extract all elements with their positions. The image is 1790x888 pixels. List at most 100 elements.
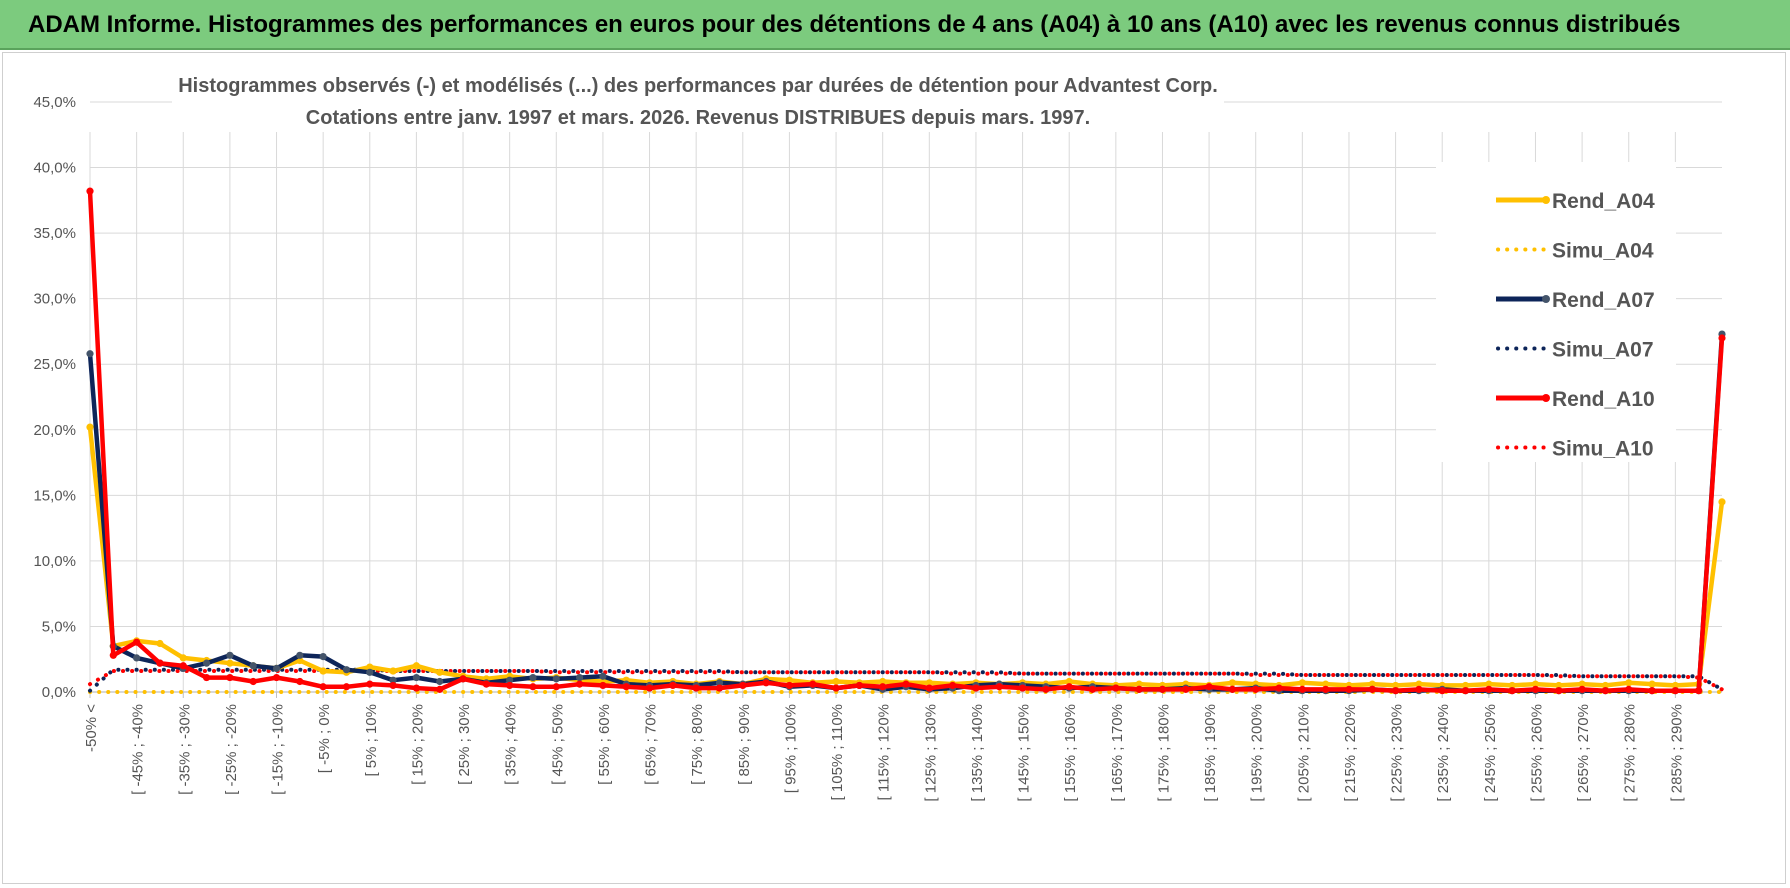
data-point-rend-a10 [412, 684, 420, 692]
data-point-rend-a10 [879, 683, 887, 691]
x-tick-label: [ 275% ; 280% [1622, 704, 1639, 802]
data-point-rend-a10 [785, 681, 794, 690]
data-point-rend-a10 [1135, 685, 1143, 693]
y-tick-label: 0,0% [42, 684, 76, 701]
data-point-rend-a10 [389, 681, 397, 690]
data-point-rend-a10 [832, 684, 840, 692]
data-point-rend-a10 [1461, 687, 1470, 695]
data-point-rend-a10 [1671, 687, 1679, 695]
x-tick-label: [ 35% ; 40% [503, 704, 520, 785]
x-tick-label: [ 65% ; 70% [643, 704, 660, 785]
y-tick-label: 30,0% [33, 291, 76, 308]
data-point-rend-a10 [1112, 684, 1120, 692]
series-line-simu-a10 [88, 669, 1724, 692]
x-tick-label: [ 95% ; 100% [782, 704, 799, 793]
data-point-rend-a10 [1415, 685, 1423, 693]
legend-label-rend-a10: Rend_A10 [1552, 388, 1655, 411]
data-point-rend-a04 [879, 677, 887, 686]
x-tick-label: [ 285% ; 290% [1668, 704, 1685, 802]
data-point-rend-a07 [599, 672, 607, 680]
data-point-rend-a04 [1648, 680, 1656, 688]
data-point-rend-a10 [1065, 683, 1073, 691]
y-tick-label: 5,0% [42, 618, 76, 635]
x-tick-label: [ 195% ; 200% [1249, 704, 1266, 802]
chart-title-line-1: Histogrammes observés (-) et modélisés (… [178, 75, 1218, 97]
data-point-rend-a10 [925, 684, 933, 692]
data-point-rend-a04 [436, 668, 444, 676]
data-point-rend-a07 [715, 679, 724, 687]
data-point-rend-a07 [436, 677, 444, 686]
data-point-rend-a10 [1252, 685, 1260, 693]
x-tick-label: [ -5% ; 0% [316, 704, 333, 773]
data-point-rend-a04 [1671, 681, 1679, 690]
x-tick-label: [ 105% ; 110% [829, 704, 846, 800]
data-point-rend-a04 [1485, 680, 1493, 688]
x-tick-label: [ 85% ; 90% [736, 704, 753, 785]
data-point-rend-a10 [366, 680, 374, 688]
data-point-rend-a10 [296, 677, 304, 686]
data-point-rend-a10 [109, 651, 117, 659]
legend-label-simu-a04: Simu_A04 [1552, 240, 1654, 263]
data-point-rend-a10 [1578, 685, 1586, 693]
data-point-rend-a07 [133, 654, 141, 662]
data-point-rend-a04 [925, 679, 933, 687]
x-tick-label: [ -25% ; -20% [223, 704, 240, 795]
data-point-rend-a10 [1228, 685, 1236, 693]
data-point-rend-a07 [412, 673, 420, 682]
data-point-rend-a10 [972, 684, 980, 692]
data-point-rend-a04 [1392, 681, 1400, 690]
data-point-rend-a04 [1135, 680, 1143, 688]
data-point-rend-a04 [179, 654, 187, 662]
data-point-rend-a07 [366, 668, 374, 676]
x-tick-label: [ 225% ; 230% [1389, 704, 1406, 802]
y-tick-label: 40,0% [33, 160, 76, 177]
data-point-rend-a10 [1088, 685, 1097, 693]
y-tick-label: 10,0% [33, 553, 76, 570]
data-point-rend-a10 [1158, 685, 1167, 693]
data-point-rend-a10 [1485, 685, 1493, 693]
data-point-rend-a10 [529, 683, 537, 691]
data-point-rend-a10 [552, 683, 560, 691]
data-point-rend-a10 [669, 681, 677, 690]
data-point-rend-a10 [1508, 687, 1516, 695]
data-point-rend-a04 [832, 677, 840, 686]
data-point-rend-a10 [436, 685, 444, 693]
data-point-rend-a07 [506, 676, 514, 684]
data-point-rend-a04 [1065, 677, 1073, 686]
data-point-rend-a07 [529, 673, 537, 682]
data-point-rend-a10 [133, 638, 141, 646]
data-point-rend-a10 [249, 677, 257, 686]
data-point-rend-a04 [1298, 679, 1306, 687]
legend: Rend_A04 Simu_A04 Rend_A07 Simu_A07 Rend_A10… [1436, 162, 1676, 462]
y-tick-label: 15,0% [33, 487, 76, 504]
data-point-rend-a10 [1695, 687, 1703, 695]
data-point-rend-a07 [389, 676, 397, 684]
data-point-rend-a10 [226, 673, 234, 682]
data-point-rend-a10 [715, 684, 724, 692]
data-point-rend-a04 [1415, 680, 1423, 688]
data-point-rend-a04 [1368, 680, 1376, 688]
x-tick-label: [ -45% ; -40% [130, 704, 147, 795]
data-point-rend-a04 [1508, 681, 1516, 690]
x-tick-label: [ -15% ; -10% [270, 704, 287, 795]
x-tick-label: [ 75% ; 80% [689, 704, 706, 785]
data-point-rend-a10 [86, 187, 94, 195]
data-point-rend-a04 [1578, 680, 1586, 688]
data-point-rend-a04 [226, 659, 234, 667]
data-point-rend-a04 [86, 423, 94, 431]
x-tick-label: [ 265% ; 270% [1575, 704, 1592, 802]
data-point-rend-a10 [272, 673, 281, 682]
data-point-rend-a07 [342, 666, 351, 674]
legend-label-simu-a10: Simu_A10 [1552, 438, 1654, 461]
x-tick-label: [ 155% ; 160% [1062, 704, 1079, 802]
data-point-rend-a10 [1322, 685, 1330, 693]
data-point-rend-a04 [1461, 681, 1470, 690]
legend-label-rend-a07: Rend_A07 [1552, 289, 1655, 312]
x-tick-label: [ 205% ; 210% [1295, 704, 1312, 802]
x-tick-label: [ 45% ; 50% [549, 704, 566, 785]
x-tick-label: [ 235% ; 240% [1435, 704, 1452, 802]
x-tick-label: [ 25% ; 30% [456, 704, 473, 785]
data-point-rend-a10 [692, 684, 700, 692]
data-point-rend-a10 [902, 680, 910, 688]
x-tick-label: [ 145% ; 150% [1016, 704, 1033, 802]
